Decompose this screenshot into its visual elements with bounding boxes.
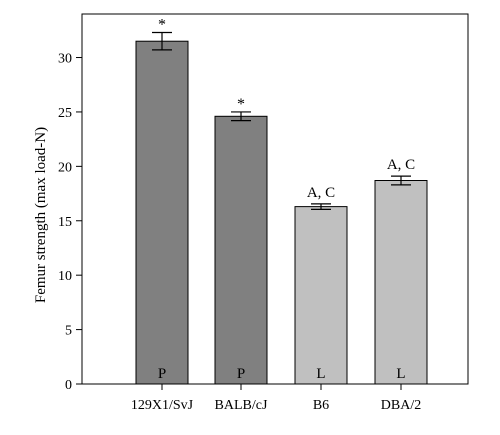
y-tick-label: 15 — [58, 215, 72, 230]
bar — [294, 206, 348, 385]
x-tick-label: 129X1/SvJ — [131, 398, 194, 413]
bar-inner-label: L — [316, 366, 325, 382]
x-tick-label: DBA/2 — [381, 398, 421, 413]
bar-inner-label: P — [237, 366, 245, 382]
y-tick-label: 5 — [65, 324, 72, 339]
bars: * P * P A, C L A, C L — [135, 17, 428, 385]
bar-inner-label: L — [396, 366, 405, 382]
axes: 0 5 10 15 20 25 30 129X1/SvJ BALB/cJ B6 DBA/2 — [58, 13, 469, 413]
y-tick-label: 30 — [58, 52, 72, 67]
bar — [374, 180, 428, 385]
bar — [214, 115, 268, 385]
y-tick-label: 0 — [65, 378, 72, 393]
x-tick-label: B6 — [313, 398, 329, 413]
y-tick-label: 25 — [58, 106, 72, 121]
y-axis-label: Femur strength (max load-N) — [33, 127, 49, 303]
y-tick-label: 10 — [58, 269, 72, 284]
y-tick-label: 20 — [58, 160, 72, 175]
significance-label: A, C — [387, 157, 415, 173]
significance-label: A, C — [307, 185, 335, 201]
significance-label: * — [237, 96, 245, 113]
x-tick-label: BALB/cJ — [215, 398, 268, 413]
significance-label: * — [158, 17, 166, 34]
bar — [135, 40, 189, 385]
plot-frame — [81, 13, 469, 385]
bar-inner-label: P — [158, 366, 166, 382]
